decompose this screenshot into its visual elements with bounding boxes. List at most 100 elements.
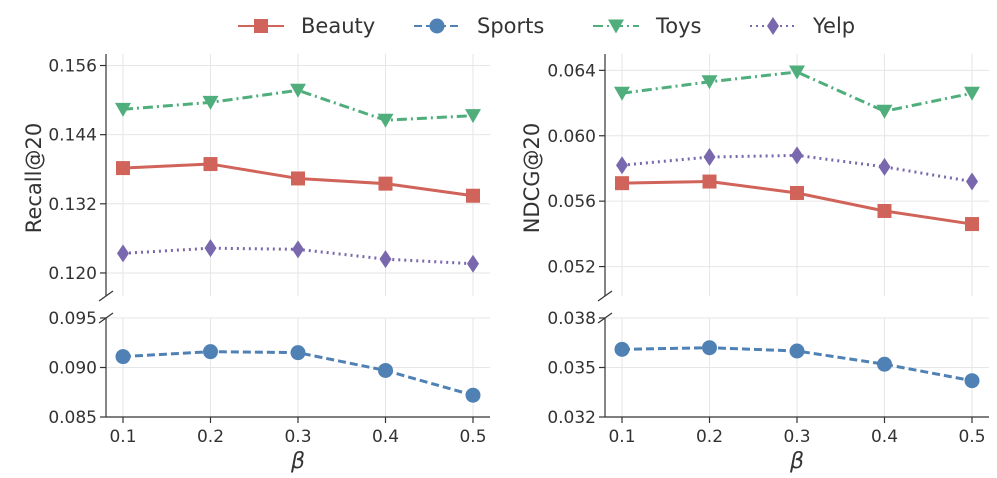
panel-top: 0.120 0.132 0.144 0.156 (48, 54, 490, 296)
panel-top: 0.052 0.056 0.060 0.064 (547, 54, 989, 296)
series-toys (614, 65, 980, 119)
data-point-yelp-3 (379, 250, 392, 269)
y-tick-label: 0.064 (547, 61, 596, 81)
legend-item-sports: Sports (414, 14, 544, 38)
data-point-yelp-4 (966, 172, 978, 191)
data-point-beauty-2 (291, 171, 305, 186)
axis-break-top (597, 290, 613, 302)
y-tick-label: 0.085 (48, 408, 97, 428)
panel-bottom: 0.032 0.035 0.038 (547, 309, 989, 428)
x-tick-label: 0.3 (783, 427, 810, 447)
data-point-sports-3 (877, 356, 892, 372)
x-tick-label: 0.1 (608, 427, 635, 447)
data-point-sports-2 (290, 345, 306, 361)
x-axis-label: β (290, 449, 305, 474)
data-point-toys-4 (964, 86, 980, 101)
series-beauty (116, 157, 480, 203)
series-yelp (117, 239, 479, 273)
series-yelp (616, 146, 978, 191)
data-point-sports-2 (789, 343, 805, 359)
data-point-sports-0 (115, 349, 131, 365)
data-point-sports-3 (378, 362, 393, 378)
data-point-sports-1 (702, 340, 717, 356)
x-tick-label: 0.2 (696, 427, 723, 447)
data-point-toys-3 (377, 113, 394, 128)
y-tick-label: 0.052 (547, 258, 596, 278)
legend-marker-sports (429, 18, 445, 34)
data-point-sports-1 (203, 344, 218, 360)
legend-item-toys: Toys (593, 14, 701, 38)
data-point-toys-4 (465, 109, 481, 124)
panel-bottom: 0.085 0.090 0.095 (48, 309, 490, 428)
data-point-beauty-0 (116, 161, 130, 176)
y-tick-label: 0.120 (48, 264, 97, 284)
data-point-toys-3 (876, 104, 893, 119)
legend: Beauty Sports Toys Yelp (238, 14, 855, 38)
legend-label-sports: Sports (477, 14, 544, 38)
data-point-beauty-1 (203, 157, 218, 172)
axis-break-bottom (98, 312, 114, 324)
series-toys (115, 83, 481, 128)
series-line-toys (621, 70, 973, 113)
data-point-yelp-1 (703, 148, 716, 167)
x-tick-label: 0.4 (372, 427, 399, 447)
data-point-yelp-0 (616, 156, 628, 175)
y-tick-label: 0.090 (48, 359, 97, 379)
x-axis-label: β (789, 449, 804, 474)
x-tick-label: 0.5 (958, 427, 985, 447)
axis-break-bottom (597, 312, 613, 324)
series-beauty (615, 174, 979, 232)
y-tick-label: 0.095 (48, 309, 97, 329)
legend-item-yelp: Yelp (750, 14, 855, 38)
x-tick-label: 0.3 (284, 427, 311, 447)
data-point-toys-0 (614, 86, 630, 101)
legend-marker-toys (608, 19, 624, 34)
y-tick-label: 0.032 (547, 408, 596, 428)
data-point-sports-4 (465, 387, 481, 403)
y-tick-label: 0.038 (547, 309, 596, 329)
data-point-toys-0 (115, 102, 131, 117)
data-point-toys-2 (290, 83, 306, 98)
series-sports (614, 340, 980, 389)
y-axis-label: NDCG@20 (520, 123, 544, 234)
y-axis-label: Recall@20 (22, 123, 46, 233)
x-tick-label: 0.5 (459, 427, 486, 447)
legend-item-beauty: Beauty (238, 14, 375, 38)
data-point-sports-0 (614, 341, 630, 357)
y-tick-label: 0.060 (547, 127, 596, 147)
data-point-yelp-2 (292, 240, 304, 259)
data-point-beauty-3 (877, 203, 892, 218)
x-tick-label: 0.1 (109, 427, 136, 447)
axis-break-top (98, 290, 114, 302)
data-point-beauty-3 (378, 176, 393, 191)
data-point-yelp-2 (791, 146, 803, 165)
data-point-beauty-0 (615, 176, 629, 191)
y-tick-label: 0.144 (48, 126, 97, 146)
series-sports (115, 344, 481, 403)
data-point-yelp-1 (204, 239, 217, 258)
y-tick-label: 0.132 (48, 195, 97, 215)
data-point-yelp-4 (467, 254, 479, 273)
legend-label-beauty: Beauty (301, 14, 375, 38)
data-point-beauty-4 (466, 188, 480, 203)
y-tick-label: 0.056 (547, 192, 596, 212)
legend-marker-beauty (254, 19, 268, 33)
x-tick-label: 0.2 (197, 427, 224, 447)
legend-label-yelp: Yelp (812, 14, 855, 38)
data-point-beauty-2 (790, 185, 804, 200)
data-point-toys-1 (701, 75, 718, 90)
data-point-toys-1 (202, 95, 219, 110)
y-tick-label: 0.035 (547, 359, 596, 379)
data-point-yelp-3 (878, 157, 891, 176)
y-tick-label: 0.156 (48, 57, 97, 77)
data-point-beauty-4 (965, 217, 979, 232)
x-tick-label: 0.4 (871, 427, 898, 447)
data-point-sports-4 (964, 373, 980, 389)
data-point-toys-2 (789, 65, 805, 80)
data-point-beauty-1 (702, 174, 717, 189)
legend-marker-yelp (767, 17, 779, 35)
legend-label-toys: Toys (655, 14, 701, 38)
